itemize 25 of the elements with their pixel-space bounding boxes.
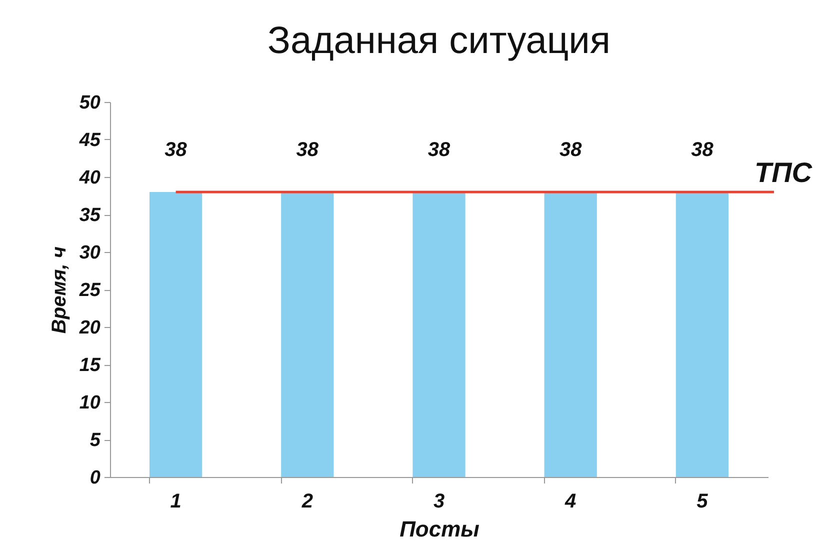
y-tick-label: 40 xyxy=(78,168,101,188)
x-tick-label: 1 xyxy=(170,490,182,512)
y-tick-label: 0 xyxy=(90,468,101,488)
data-label: 38 xyxy=(559,139,583,161)
y-tick-label: 50 xyxy=(79,92,101,114)
data-label: 38 xyxy=(428,139,451,161)
data-label: 38 xyxy=(164,139,188,161)
y-tick-label: 30 xyxy=(79,242,101,264)
x-tick-label: 3 xyxy=(433,490,445,512)
y-tick-label: 35 xyxy=(79,205,101,226)
y-axis-title: Время, ч xyxy=(48,246,70,334)
x-tick-label: 4 xyxy=(564,490,576,512)
data-label: 38 xyxy=(691,139,714,161)
data-label: 38 xyxy=(296,139,320,161)
x-tick-label: 2 xyxy=(300,490,313,512)
chart-title: Заданная ситуация xyxy=(268,20,610,62)
y-tick-label: 45 xyxy=(78,130,101,151)
y-tick-label: 5 xyxy=(90,430,101,451)
y-tick-label: 10 xyxy=(79,392,101,414)
y-tick-label: 20 xyxy=(78,318,101,338)
x-axis-title: Посты xyxy=(400,516,480,542)
ref-line-label: ТПС xyxy=(754,157,813,188)
y-tick-label: 15 xyxy=(79,355,101,376)
x-tick-label: 5 xyxy=(696,490,709,512)
y-tick-label: 25 xyxy=(78,280,101,301)
